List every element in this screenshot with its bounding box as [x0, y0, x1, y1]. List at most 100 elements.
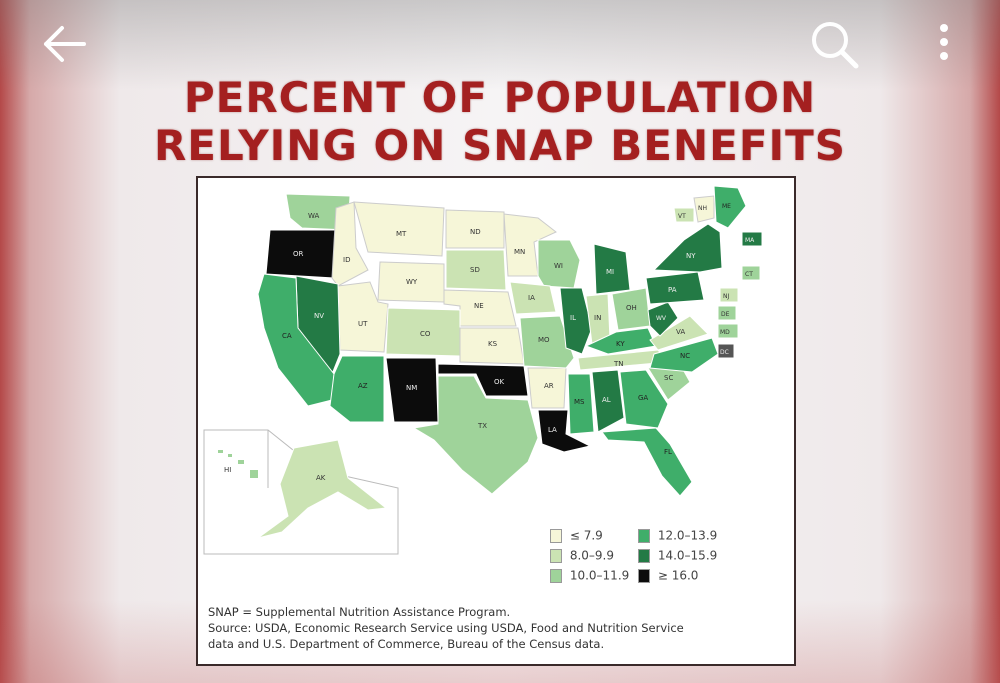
state-AK [257, 439, 388, 539]
state-label-WA: WA [308, 212, 320, 220]
state-GA [619, 369, 669, 429]
state-label-FL: FL [664, 448, 672, 456]
legend-label: 8.0–9.9 [569, 548, 614, 563]
footnote-definition: SNAP = Supplemental Nutrition Assistance… [208, 605, 511, 619]
state-label-MA: MA [745, 237, 755, 244]
state-MT [353, 201, 445, 257]
legend-item: ≤ 7.9 [550, 528, 603, 544]
state-label-PA: PA [668, 286, 677, 294]
footnote-source-line-1: Source: USDA, Economic Research Service … [208, 621, 684, 635]
state-NJ [719, 287, 739, 303]
state-KY [584, 327, 657, 355]
legend-swatch [638, 548, 650, 563]
back-button[interactable] [38, 22, 90, 66]
legend-label: 14.0–15.9 [657, 548, 718, 563]
state-label-CT: CT [745, 271, 753, 278]
state-label-HI: HI [224, 466, 231, 474]
state-label-OR: OR [293, 250, 304, 258]
state-VT [673, 207, 695, 223]
state-label-MT: MT [396, 230, 407, 238]
state-NH [693, 195, 715, 223]
state-label-NY: NY [686, 252, 696, 260]
state-label-IA: IA [528, 294, 535, 302]
state-label-NC: NC [680, 352, 690, 360]
state-label-MI: MI [606, 268, 614, 276]
state-label-IL: IL [570, 314, 576, 322]
state-AR [527, 367, 567, 409]
state-MS [567, 373, 595, 435]
state-label-NM: NM [406, 384, 417, 392]
state-IA [509, 281, 557, 315]
state-label-DC: DC [720, 349, 729, 356]
state-label-NE: NE [474, 302, 484, 310]
state-label-AL: AL [602, 396, 611, 404]
state-LA [537, 409, 592, 453]
legend-swatch [550, 548, 562, 563]
state-MA [741, 231, 763, 247]
state-label-SC: SC [664, 374, 673, 382]
state-label-IN: IN [594, 314, 601, 322]
state-VA [649, 315, 709, 351]
state-MI [593, 243, 631, 295]
legend-item: 8.0–9.9 [550, 548, 614, 564]
state-NC [649, 337, 719, 373]
more-options-button[interactable] [928, 18, 960, 68]
source-footnote: SNAP = Supplemental Nutrition Assistance… [208, 604, 788, 652]
legend-item: ≥ 16.0 [638, 568, 698, 584]
state-label-UT: UT [358, 320, 368, 328]
state-label-TN: TN [613, 360, 624, 368]
state-FL [601, 427, 693, 497]
legend-swatch [638, 568, 650, 583]
state-CT [741, 265, 761, 281]
state-label-KY: KY [616, 340, 625, 348]
state-label-AK: AK [316, 474, 326, 482]
state-WA [285, 193, 351, 231]
state-label-WV: WV [656, 315, 667, 322]
state-label-VA: VA [676, 328, 685, 336]
state-ND [445, 209, 505, 249]
arrow-left-icon [44, 26, 86, 62]
state-IL [559, 287, 593, 355]
inset-HI: HI [218, 450, 258, 478]
state-MN [503, 213, 557, 277]
state-AL [591, 369, 625, 433]
legend-swatch [638, 528, 650, 543]
state-label-CA: CA [282, 332, 292, 340]
state-NY [652, 223, 723, 273]
page-title: PERCENT OF POPULATION RELYING ON SNAP BE… [0, 74, 1000, 170]
state-CA [257, 273, 335, 407]
state-label-NJ: NJ [723, 293, 729, 300]
state-label-NH: NH [698, 205, 707, 212]
state-DC [717, 343, 735, 359]
us-choropleth-map: WA OR ID MT WY ND SD NE MN WI IA UT CO K… [203, 185, 763, 555]
state-label-WY: WY [406, 278, 418, 286]
state-label-VT: VT [678, 213, 686, 220]
snap-map-card: WA OR ID MT WY ND SD NE MN WI IA UT CO K… [196, 176, 796, 666]
footnote-source-line-2: data and U.S. Department of Commerce, Bu… [208, 637, 605, 651]
state-label-GA: GA [638, 394, 648, 402]
state-MO [519, 315, 575, 369]
state-label-SD: SD [470, 266, 480, 274]
state-SD [445, 249, 507, 291]
more-vertical-icon [940, 24, 948, 60]
state-MD [717, 323, 739, 339]
state-label-WI: WI [554, 262, 563, 270]
search-button[interactable] [804, 16, 862, 70]
state-label-AZ: AZ [358, 382, 368, 390]
state-label-DE: DE [721, 311, 730, 318]
legend-swatch [550, 528, 562, 543]
legend-item: 14.0–15.9 [638, 548, 717, 564]
legend-item: 10.0–11.9 [550, 568, 629, 584]
state-label-ME: ME [722, 203, 731, 210]
title-line-2: RELYING ON SNAP BENEFITS [153, 121, 847, 170]
state-DE [717, 305, 737, 321]
state-label-ND: ND [470, 228, 481, 236]
state-PA [645, 271, 705, 305]
top-bar [0, 0, 1000, 84]
state-label-LA: LA [548, 426, 557, 434]
legend-label: ≥ 16.0 [657, 568, 699, 583]
state-label-KS: KS [488, 340, 498, 348]
legend-item: 12.0–13.9 [638, 528, 717, 544]
state-label-CO: CO [420, 330, 431, 338]
state-label-MS: MS [574, 398, 585, 406]
